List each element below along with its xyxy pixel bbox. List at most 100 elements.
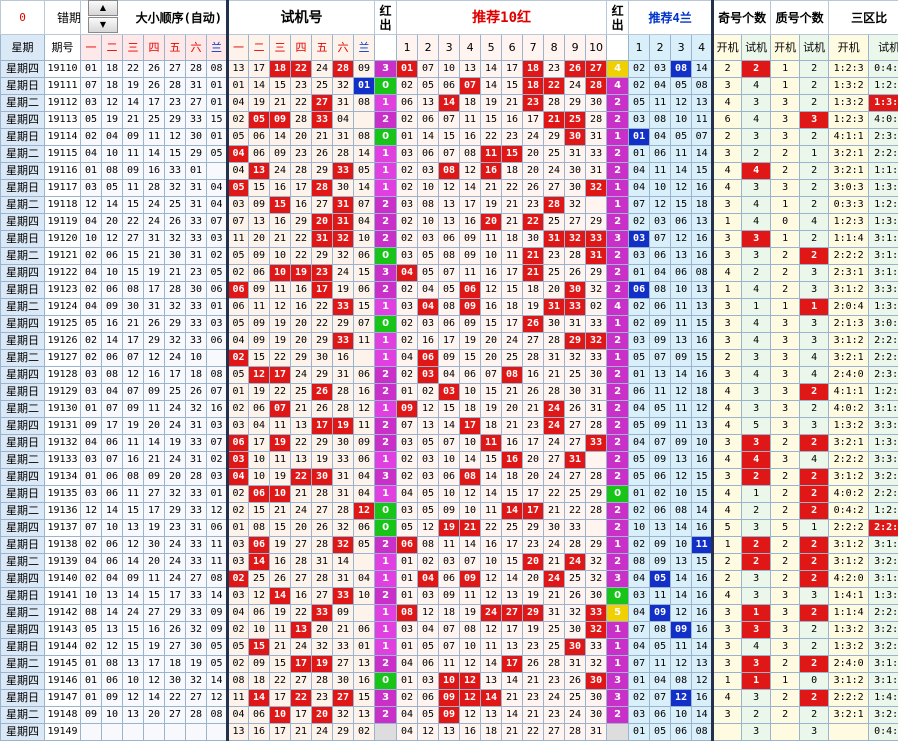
recommend-number-cell: 31: [586, 163, 607, 180]
recommend-blue-cell: 07: [629, 622, 650, 639]
draw-number-cell: 10: [123, 673, 144, 690]
draw-number-cell: 10: [102, 265, 123, 282]
recommend-number-cell: 18: [460, 401, 481, 418]
prime-trial-cell: 2: [800, 639, 829, 656]
recommend-blue-cell: 03: [629, 248, 650, 265]
recommend-number-cell: 30: [586, 367, 607, 384]
recommend-number-cell: 27: [544, 452, 565, 469]
draw-number-cell: 13: [123, 520, 144, 537]
trial-number-cell: 20: [291, 333, 312, 350]
redout2-count-cell: 1: [607, 180, 629, 197]
draw-number-cell: 31: [186, 452, 207, 469]
trial-number-cell: 29: [291, 214, 312, 231]
draw-number-cell: 29: [165, 605, 186, 622]
odd-draw-cell: 3: [713, 78, 742, 95]
trial-number-cell: 29: [312, 248, 333, 265]
period-cell: 19131: [45, 418, 81, 435]
draw-number-cell: 21: [144, 452, 165, 469]
draw-number-cell: 13: [102, 588, 123, 605]
recommend-blue-cell: 02: [629, 61, 650, 78]
draw-number-cell: 07: [207, 384, 228, 401]
draw-number-cell: 16: [144, 367, 165, 384]
recommend-number-cell: 02: [397, 163, 418, 180]
prime-trial-cell: 3: [800, 333, 829, 350]
recommend-number-cell: 03: [439, 384, 460, 401]
trial-number-cell: 16: [270, 214, 291, 231]
recommend-blue-cell: 05: [629, 452, 650, 469]
recommend-blue-cell: 01: [629, 673, 650, 690]
prime-trial-cell: 2: [800, 248, 829, 265]
recommend-blue-cell: 05: [671, 78, 692, 95]
recommend-number-cell: 24: [544, 435, 565, 452]
draw-number-cell: 21: [144, 248, 165, 265]
recommend-blue-cell: 13: [671, 333, 692, 350]
trial-number-cell: 04: [354, 486, 375, 503]
draw-number-cell: 33: [165, 163, 186, 180]
redout2-count-cell: 1: [607, 197, 629, 214]
trial-number-cell: 11: [270, 418, 291, 435]
odd-trial-cell: 2: [742, 554, 771, 571]
prime-trial-cell: 2: [800, 486, 829, 503]
trial-number-cell: 28: [333, 146, 354, 163]
recommend-number-cell: 24: [481, 605, 502, 622]
redout-count-cell: 2: [375, 588, 397, 605]
recommend-blue-cell: 07: [650, 690, 671, 707]
recommend-number-cell: 15: [481, 112, 502, 129]
redout2-col-header: [607, 35, 629, 61]
draw-number-cell: 33: [186, 299, 207, 316]
recommend-number-cell: 23: [544, 673, 565, 690]
period-cell: 19122: [45, 265, 81, 282]
period-cell: 19112: [45, 95, 81, 112]
recommend-blue-cell: 02: [650, 486, 671, 503]
draw-number-cell: 14: [102, 333, 123, 350]
recommend-blue-cell: 06: [671, 724, 692, 741]
trial-number-cell: 26: [312, 401, 333, 418]
recommend-number-cell: 21: [523, 265, 544, 282]
recommend-number-cell: 15: [439, 401, 460, 418]
draw-number-cell: 01: [81, 469, 102, 486]
odd-draw-cell: 3: [713, 197, 742, 214]
draw-number-cell: 28: [186, 469, 207, 486]
odd-trial-cell: 1: [742, 486, 771, 503]
spinner-down-button[interactable]: ▼: [88, 17, 118, 33]
recommend-number-cell: 02: [397, 469, 418, 486]
prime-trial-cell: 2: [800, 180, 829, 197]
period-cell: 19118: [45, 197, 81, 214]
recommend-number-cell: 28: [586, 503, 607, 520]
recommend-blue-cell: 05: [629, 469, 650, 486]
draw-number-cell: 09: [123, 129, 144, 146]
recommend-number-cell: 09: [439, 350, 460, 367]
draw-number-cell: 01: [81, 401, 102, 418]
period-cell: 19138: [45, 537, 81, 554]
draw-number-cell: [144, 724, 165, 741]
recommend-number-cell: 31: [565, 656, 586, 673]
trial-number-cell: 23: [291, 78, 312, 95]
trial-number-cell: 16: [270, 180, 291, 197]
draw-number-cell: 27: [165, 639, 186, 656]
trial-col-header: 四: [291, 35, 312, 61]
trial-number-cell: 16: [354, 384, 375, 401]
draw-number-cell: 10: [102, 520, 123, 537]
trial-number-cell: 17: [270, 690, 291, 707]
recommend-number-cell: 11: [502, 248, 523, 265]
recommend-number-cell: 30: [565, 639, 586, 656]
recommend-number-cell: 08: [460, 622, 481, 639]
draw-number-cell: 29: [165, 503, 186, 520]
recommend-blue-cell: 16: [692, 588, 713, 605]
recommend-number-cell: 13: [418, 95, 439, 112]
trial-number-cell: 15: [354, 265, 375, 282]
odd-draw-cell: 3: [713, 707, 742, 724]
recommend-blue-cell: 02: [629, 78, 650, 95]
spinner-up-button[interactable]: ▲: [88, 0, 118, 16]
draw-number-cell: 33: [186, 316, 207, 333]
recommend-number-cell: 25: [565, 112, 586, 129]
recommend-blue-cell: 06: [650, 146, 671, 163]
draw-number-cell: 05: [207, 656, 228, 673]
trial-number-cell: 09: [354, 435, 375, 452]
recommend-number-cell: 28: [565, 724, 586, 741]
recommend-number-cell: 14: [502, 707, 523, 724]
draw-number-cell: 14: [102, 197, 123, 214]
recommend-blue-cell: 04: [629, 605, 650, 622]
odd-trial-cell: 3: [742, 248, 771, 265]
